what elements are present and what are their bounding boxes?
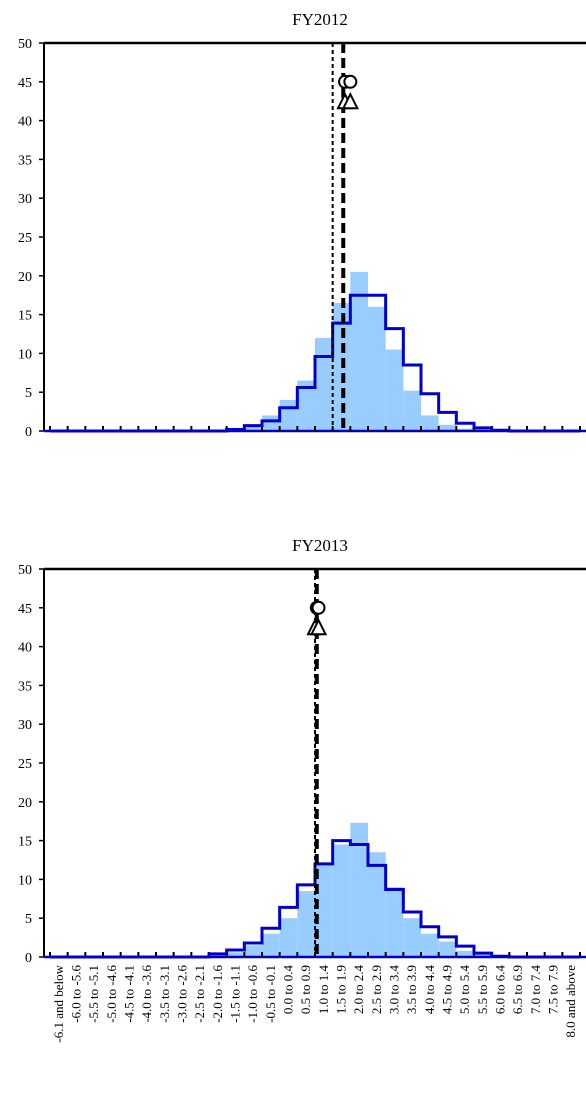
circle-marker [343,74,358,89]
y-tick-label: 15 [18,309,32,324]
x-category-label: 0.0 to 0.4 [281,965,296,1015]
histogram-bar [438,424,457,431]
histogram-bar [279,399,298,431]
x-category-label: 3.0 to 3.4 [387,965,402,1015]
histogram-bar [456,950,474,957]
step-outline [50,839,580,959]
x-category-label: -3.0 to -2.6 [175,965,190,1023]
histogram-bar [226,952,245,957]
x-category-label: 7.0 to 7.4 [528,965,543,1015]
chart-panel: FY2012 0 5 10 15 20 25 30 35 40 45 50 [18,10,586,440]
histogram-bar [438,941,457,957]
x-category-label: -6.0 to -5.6 [69,965,84,1023]
x-category-label: 8.0 and above [563,965,578,1038]
x-category-label: 7.5 to 7.9 [546,965,561,1014]
histogram-bar [262,933,280,957]
y-tick-label: 0 [25,425,32,440]
y-tick-label: 10 [18,347,32,362]
histogram-bar [403,918,421,957]
histogram-bar [368,852,386,957]
x-category-label: 6.5 to 6.9 [510,965,525,1014]
y-tick-label: 45 [18,76,32,91]
triangle-marker [341,91,359,110]
y-tick-label: 20 [18,270,32,285]
y-tick-label: 25 [18,757,32,772]
histogram-bar [368,306,386,431]
x-category-label: -3.5 to -3.1 [157,965,172,1023]
y-tick-label: 30 [18,718,32,733]
histogram-bar [385,349,404,431]
x-category-label: 0.5 to 0.9 [298,965,313,1014]
x-category-label: -2.5 to -2.1 [192,965,207,1023]
histogram-bar [279,918,298,957]
chart-panel: FY2013 0 5 10 15 20 25 30 35 40 45 50 [18,536,586,966]
x-category-label: 5.5 to 5.9 [475,965,490,1014]
y-tick-label: 25 [18,231,32,246]
y-tick-label: 0 [25,951,32,966]
histogram-bar [315,337,333,431]
histogram-bar [332,844,351,957]
y-tick-label: 50 [18,37,32,52]
histogram-bar [350,822,368,957]
x-category-label: -1.0 to -0.6 [245,965,260,1023]
y-tick-label: 35 [18,679,32,694]
x-category-label: -1.5 to -1.1 [228,965,243,1023]
circle-marker [311,600,326,615]
y-tick-label: 30 [18,192,32,207]
triangle-marker [309,617,328,636]
x-category-label: 1.0 to 1.4 [316,965,331,1015]
x-category-label: 3.5 to 3.9 [404,965,419,1014]
y-tick-label: 40 [18,115,32,130]
y-tick-label: 40 [18,641,32,656]
chart-title: FY2013 [292,536,348,555]
y-tick-label: 20 [18,796,32,811]
x-category-label: -4.5 to -4.1 [122,965,137,1023]
histogram-bar [421,933,439,957]
chart-title: FY2012 [292,10,348,29]
x-category-label: -5.5 to -5.1 [86,965,101,1023]
histogram-bar [244,426,262,431]
x-category-label: 5.0 to 5.4 [457,965,472,1015]
y-tick-label: 45 [18,602,32,617]
y-tick-label: 5 [25,386,32,401]
histogram-bar [262,415,280,431]
histogram-bar [297,891,315,957]
x-category-label: 2.0 to 2.4 [351,965,366,1015]
histogram-bar [297,380,315,431]
x-category-label: 6.0 to 6.4 [493,965,508,1015]
histogram-bar [315,863,333,957]
histogram-bar [385,887,404,957]
histogram-bar [244,945,262,957]
x-category-label: -0.5 to -0.1 [263,965,278,1023]
y-tick-label: 15 [18,835,32,850]
x-category-label: 1.5 to 1.9 [334,965,349,1014]
y-tick-label: 50 [18,563,32,578]
histogram-bar [350,271,368,431]
y-tick-label: 5 [25,912,32,927]
x-category-label: -4.0 to -3.6 [139,965,154,1023]
x-category-label: 2.5 to 2.9 [369,965,384,1014]
x-category-label: -6.1 and below [51,964,66,1042]
histogram-bar [403,390,421,431]
histogram-bar [421,415,439,431]
y-tick-label: 35 [18,153,32,168]
x-category-label: -2.0 to -1.6 [210,965,225,1023]
y-tick-label: 10 [18,873,32,888]
x-category-label: -5.0 to -4.6 [104,965,119,1023]
x-category-label: 4.5 to 4.9 [440,965,455,1014]
x-category-label: 4.0 to 4.4 [422,965,437,1015]
